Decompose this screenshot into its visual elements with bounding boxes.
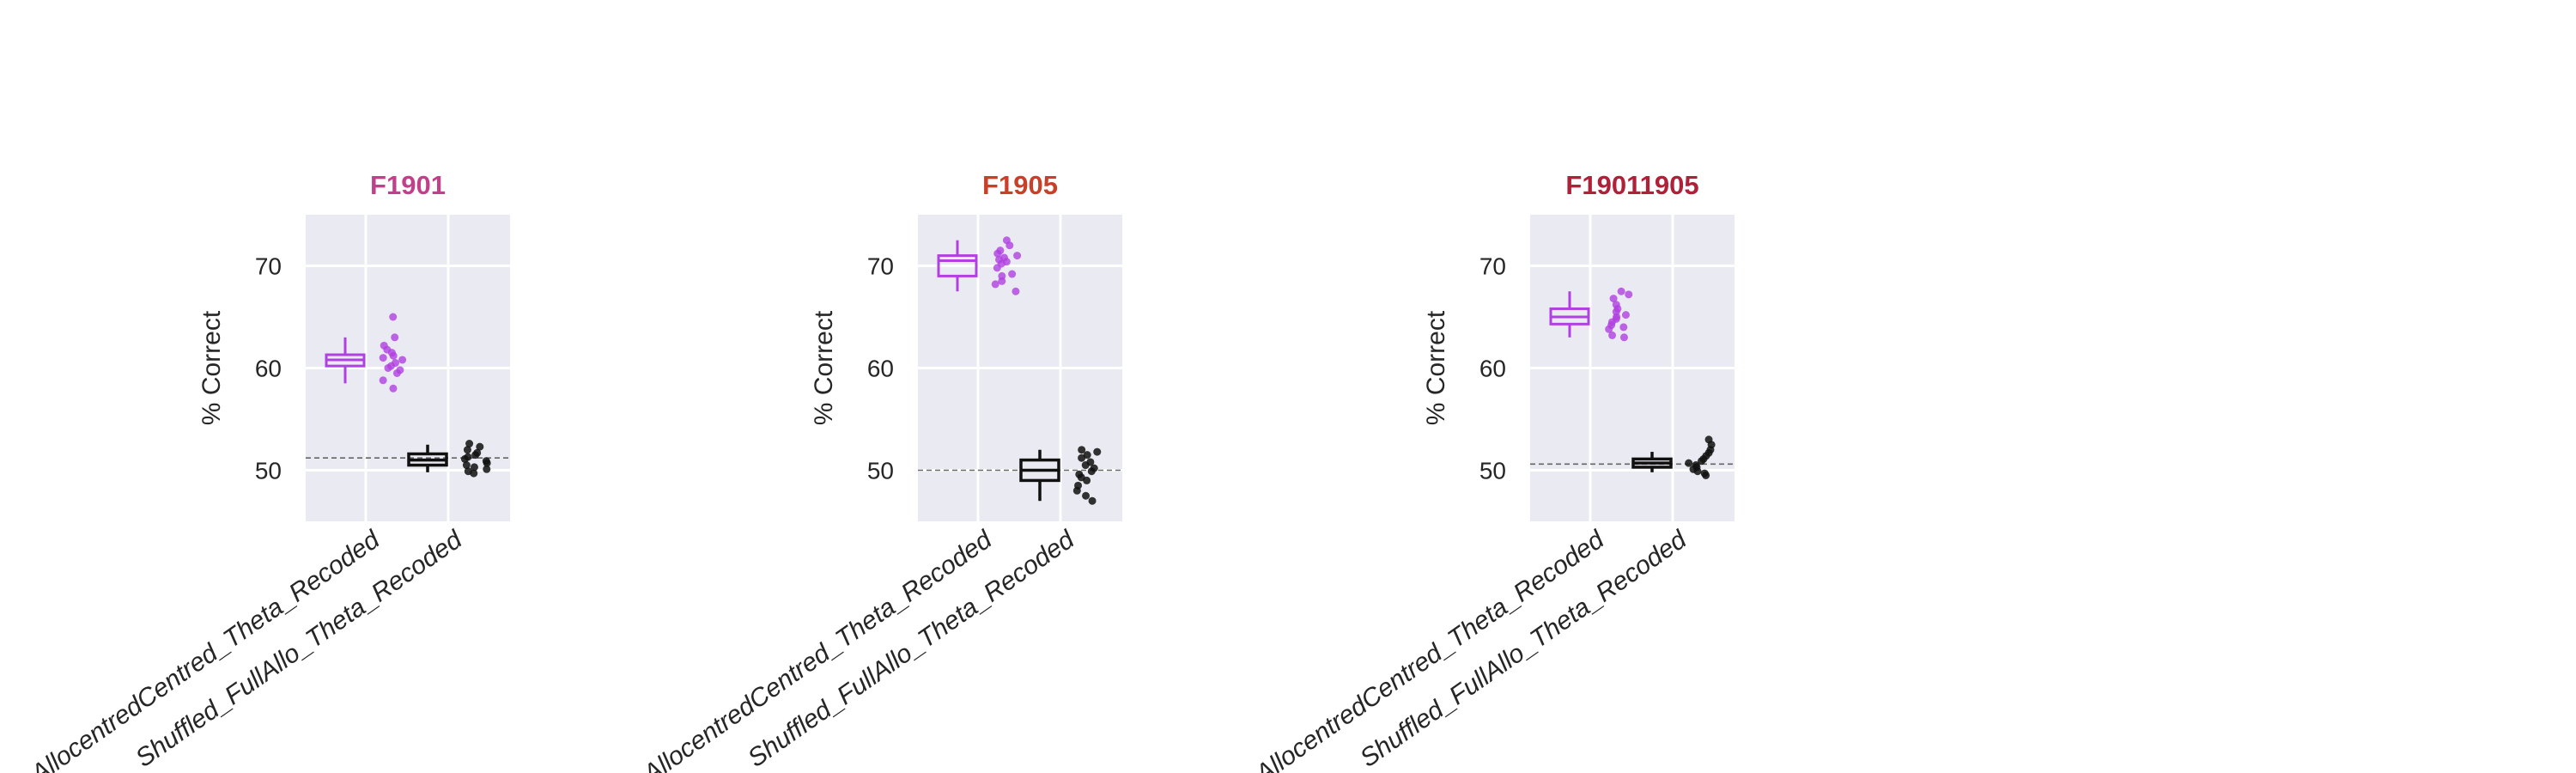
series-2 bbox=[407, 440, 491, 478]
data-point bbox=[398, 356, 407, 364]
data-point bbox=[463, 446, 471, 454]
data-point bbox=[471, 451, 480, 460]
panel-title: F1901 bbox=[370, 170, 446, 200]
x-tick-label: Shuffled_FullAllo_Theta_Recoded bbox=[131, 525, 468, 773]
data-point bbox=[465, 440, 474, 448]
chart-panels: 50 60 70 % Correct F1901 AllocentredCentred_T… bbox=[25, 170, 1735, 773]
data-point bbox=[993, 264, 1001, 272]
series-1 bbox=[325, 313, 407, 393]
data-point bbox=[384, 364, 392, 372]
data-point bbox=[1072, 486, 1081, 495]
data-point bbox=[1619, 323, 1628, 332]
x-tick-label: AllocentredCentred_Theta_Recoded bbox=[637, 525, 999, 773]
data-point bbox=[1082, 491, 1091, 500]
data-point bbox=[462, 461, 471, 470]
data-point bbox=[1625, 290, 1633, 299]
data-point bbox=[1609, 295, 1618, 303]
data-point bbox=[483, 465, 491, 473]
data-point bbox=[391, 333, 399, 342]
series-1 bbox=[937, 236, 1022, 295]
data-point bbox=[470, 469, 478, 478]
y-tick-label: 60 bbox=[255, 356, 282, 382]
data-point bbox=[1005, 241, 1014, 250]
y-tick-label: 50 bbox=[867, 458, 894, 484]
data-point bbox=[1621, 311, 1630, 320]
y-tick-label: 50 bbox=[1479, 458, 1506, 484]
y-tick-label: 60 bbox=[1479, 356, 1506, 382]
data-point bbox=[1078, 453, 1086, 462]
data-point bbox=[1083, 476, 1091, 484]
x-tick-label: AllocentredCentred_Theta_Recoded bbox=[1249, 525, 1611, 773]
data-point bbox=[1013, 252, 1022, 260]
data-point bbox=[476, 442, 484, 451]
data-point bbox=[379, 376, 387, 385]
data-point bbox=[993, 249, 1002, 258]
data-point bbox=[1619, 333, 1628, 342]
data-point bbox=[1083, 451, 1091, 460]
data-point bbox=[460, 454, 469, 463]
data-point bbox=[1702, 471, 1710, 479]
data-point bbox=[1693, 467, 1702, 476]
data-point bbox=[1008, 270, 1017, 278]
data-point bbox=[991, 280, 999, 289]
y-axis-label: % Correct bbox=[810, 310, 838, 425]
series-1 bbox=[1549, 287, 1633, 342]
data-point bbox=[389, 313, 398, 321]
y-axis-label: % Correct bbox=[197, 310, 226, 425]
x-tick-label: Shuffled_FullAllo_Theta_Recoded bbox=[1355, 525, 1692, 773]
y-tick-label: 50 bbox=[255, 458, 282, 484]
data-point bbox=[1087, 467, 1096, 476]
series-2 bbox=[1631, 435, 1716, 479]
panel-title: F1905 bbox=[982, 170, 1058, 200]
data-point bbox=[389, 384, 398, 393]
panel-title: F19011905 bbox=[1565, 170, 1698, 200]
data-point bbox=[392, 368, 401, 377]
y-tick-label: 70 bbox=[1479, 253, 1506, 280]
data-point bbox=[1617, 287, 1625, 295]
y-tick-label: 70 bbox=[867, 253, 894, 280]
panel-3: 50 60 70 % Correct F19011905 AllocentredCentr… bbox=[1249, 170, 1735, 773]
data-point bbox=[1093, 447, 1102, 456]
data-point bbox=[998, 277, 1006, 285]
data-point bbox=[389, 351, 398, 360]
panel-1: 50 60 70 % Correct F1901 AllocentredCentred_T… bbox=[25, 170, 510, 773]
data-point bbox=[470, 463, 478, 472]
data-point bbox=[379, 354, 387, 362]
panel-2: 50 60 70 % Correct F1905 AllocentredCentred_T… bbox=[637, 170, 1122, 773]
series-2 bbox=[1019, 446, 1102, 505]
data-point bbox=[1012, 287, 1020, 295]
data-point bbox=[1078, 446, 1086, 454]
data-point bbox=[483, 459, 491, 467]
y-tick-label: 60 bbox=[867, 356, 894, 382]
data-point bbox=[1081, 461, 1090, 470]
data-point bbox=[1605, 325, 1613, 333]
x-tick-label: Shuffled_FullAllo_Theta_Recoded bbox=[743, 525, 1080, 773]
data-point bbox=[1698, 457, 1706, 466]
data-point bbox=[1088, 496, 1097, 505]
x-tick-label: AllocentredCentred_Theta_Recoded bbox=[25, 525, 386, 773]
data-point bbox=[1685, 459, 1693, 467]
y-axis-label: % Correct bbox=[1422, 310, 1450, 425]
data-point bbox=[1608, 331, 1617, 339]
y-tick-label: 70 bbox=[255, 253, 282, 280]
box bbox=[937, 254, 978, 277]
